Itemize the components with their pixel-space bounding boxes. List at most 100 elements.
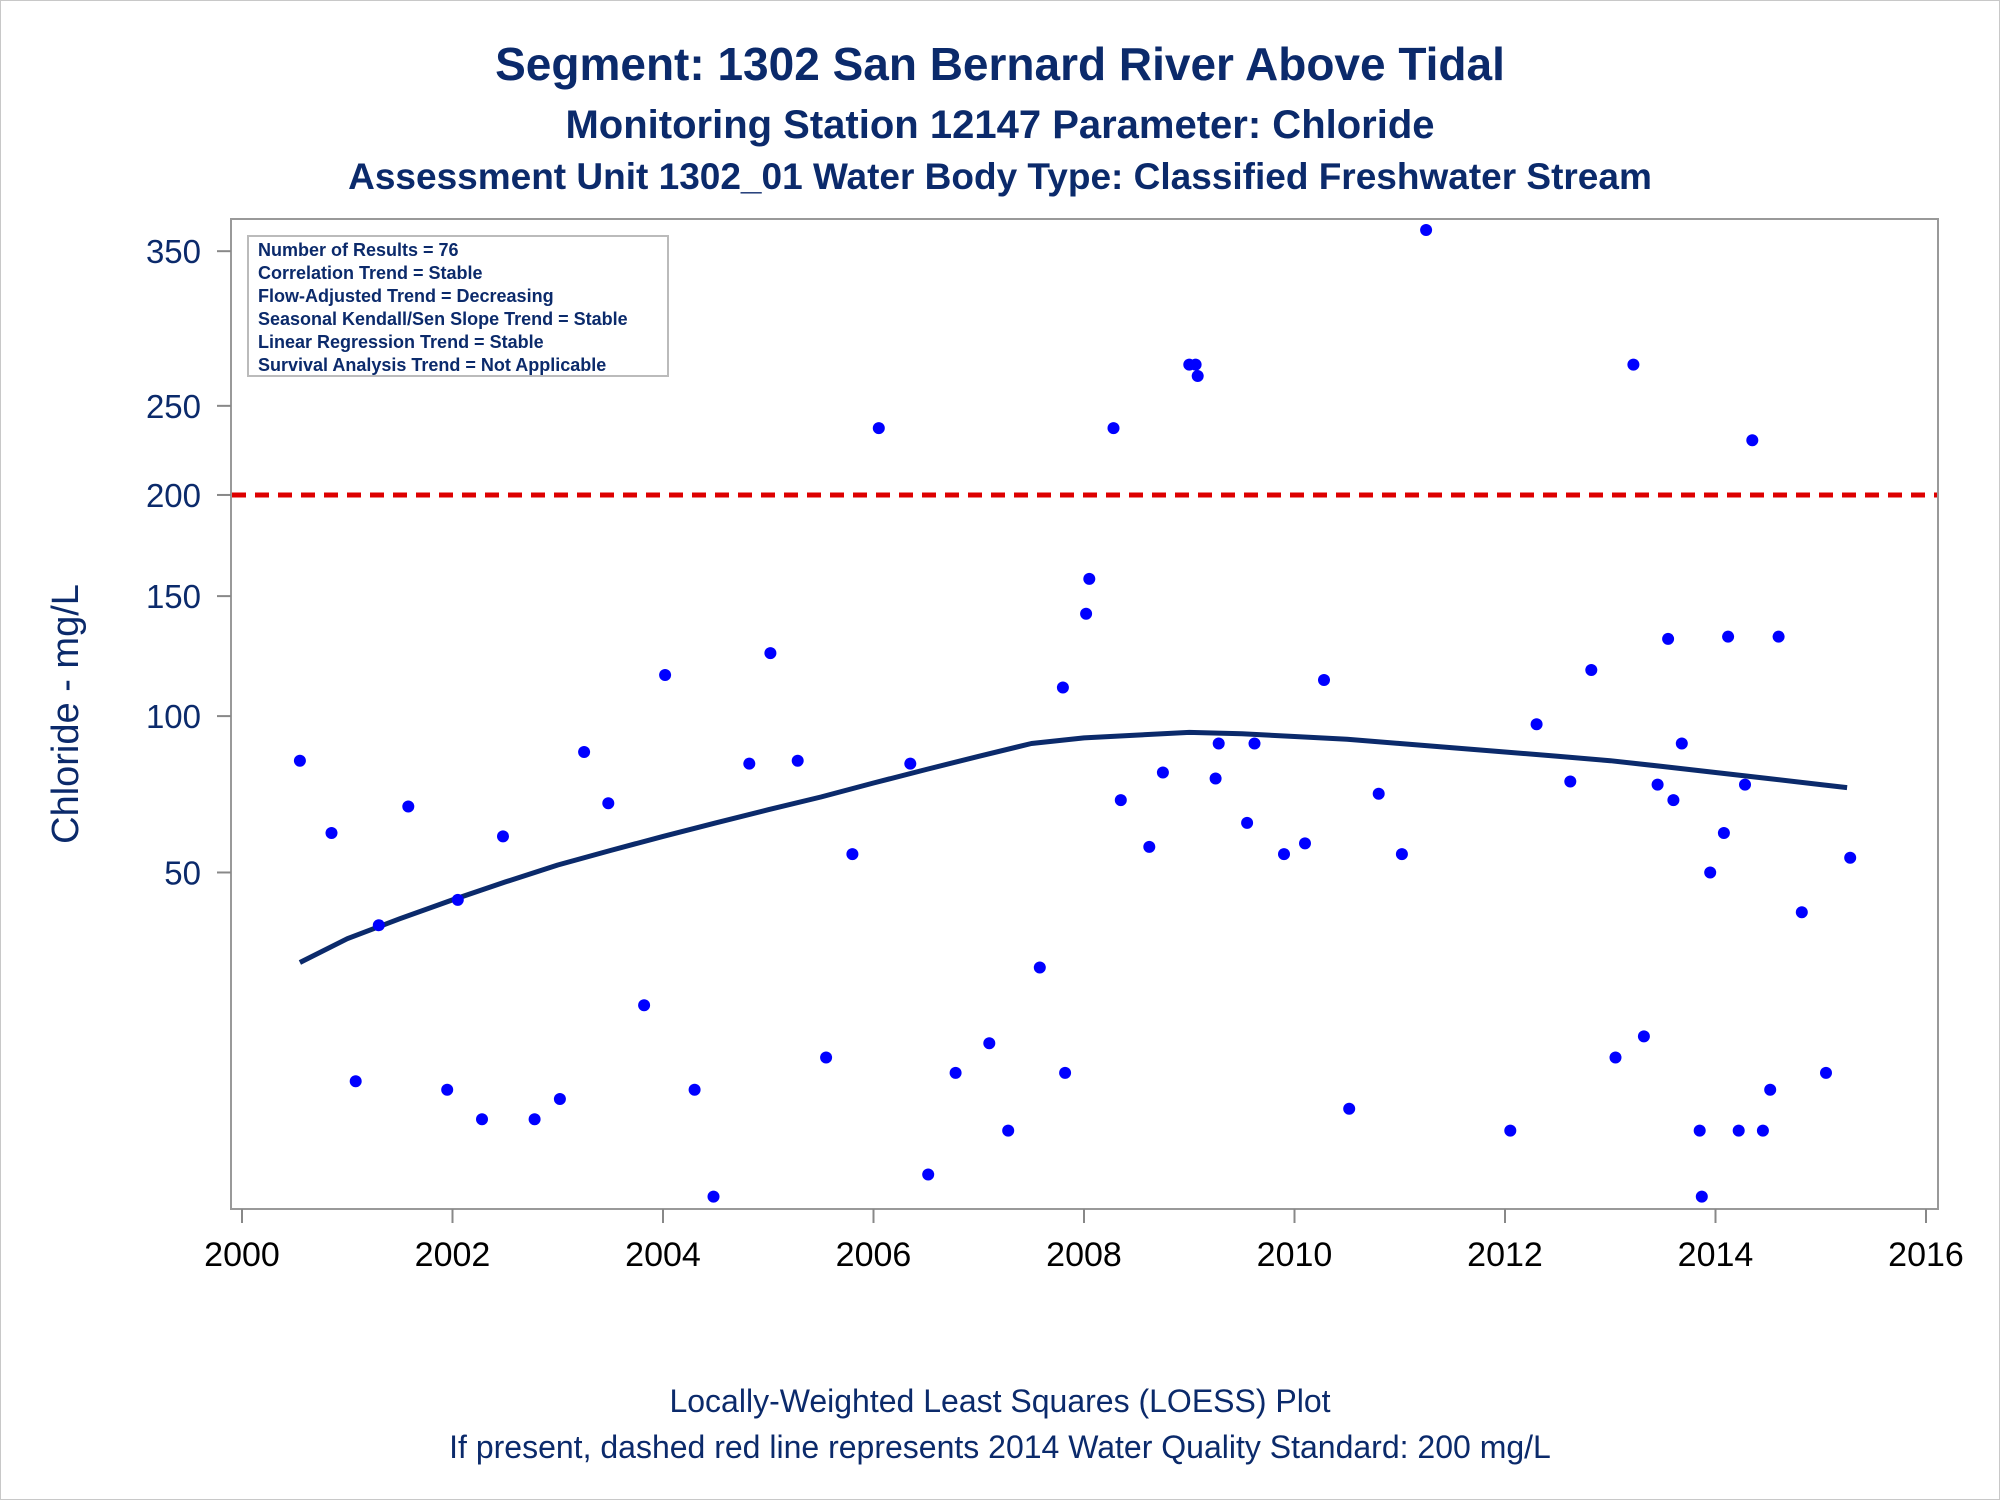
data-point [1189, 358, 1202, 371]
data-point [1820, 1066, 1832, 1079]
data-point [441, 1083, 454, 1096]
data-point [707, 1190, 720, 1203]
data-point [325, 827, 338, 839]
data-points [293, 224, 1857, 1203]
data-point [1299, 837, 1311, 850]
x-tick-label: 2012 [1467, 1236, 1543, 1274]
stats-box: Number of Results = 76 Correlation Trend… [247, 235, 669, 377]
x-tick-label: 2000 [204, 1236, 280, 1274]
data-point [1675, 737, 1688, 750]
data-point [1772, 630, 1785, 643]
stats-survival-analysis-trend: Survival Analysis Trend = Not Applicable [258, 355, 606, 375]
data-point [688, 1083, 701, 1096]
data-point [659, 669, 672, 681]
data-point [1083, 572, 1096, 585]
data-point [1695, 1190, 1708, 1203]
data-point [1372, 787, 1385, 800]
stats-flow-adjusted-trend: Flow-Adjusted Trend = Decreasing [258, 286, 554, 306]
chart-title-segment: Segment: 1302 San Bernard River Above Ti… [495, 38, 1505, 90]
data-point [1156, 766, 1169, 779]
data-point [1637, 1030, 1650, 1043]
data-point [1056, 681, 1069, 694]
data-point [293, 754, 306, 767]
data-point [402, 800, 415, 813]
x-tick-label: 2004 [625, 1236, 701, 1274]
data-point [528, 1113, 541, 1126]
y-tick-label: 100 [146, 698, 201, 735]
data-point [1667, 794, 1680, 807]
data-point [1318, 674, 1330, 686]
data-point [1143, 840, 1156, 853]
y-tick-label: 250 [146, 388, 201, 425]
y-tick-label: 350 [146, 233, 201, 270]
data-point [922, 1168, 935, 1181]
data-point [1209, 772, 1222, 785]
x-tick-label: 2002 [415, 1236, 491, 1274]
stats-number-of-results: Number of Results = 76 [258, 240, 459, 260]
stats-seasonal-kendall-trend: Seasonal Kendall/Sen Slope Trend = Stabl… [258, 309, 628, 329]
chart-title-station: Monitoring Station 12147 Parameter: Chlo… [565, 103, 1434, 147]
data-point [1080, 607, 1093, 620]
data-point [1739, 778, 1751, 791]
y-tick-label: 200 [146, 477, 201, 514]
data-point [349, 1075, 362, 1088]
footnote-standard: If present, dashed red line represents 2… [449, 1429, 1551, 1465]
y-tick-label: 50 [164, 854, 201, 891]
x-tick-label: 2014 [1678, 1236, 1754, 1274]
data-point [372, 919, 385, 932]
data-point [1059, 1066, 1072, 1079]
data-point [1746, 434, 1759, 447]
data-point [1002, 1124, 1015, 1137]
data-point [1504, 1124, 1517, 1137]
y-axis: 50 100 150 200 250 350 [146, 233, 231, 891]
data-point [1844, 851, 1857, 864]
data-point [791, 754, 804, 767]
data-point [451, 893, 464, 906]
data-point [1107, 422, 1120, 435]
data-point [904, 757, 917, 770]
y-axis-label: Chloride - mg/L [45, 584, 87, 844]
data-point [497, 830, 509, 843]
x-tick-label: 2006 [836, 1236, 912, 1274]
data-point [476, 1113, 488, 1126]
stats-correlation-trend: Correlation Trend = Stable [258, 263, 483, 283]
data-point [1343, 1102, 1356, 1115]
data-point [1717, 827, 1730, 839]
data-point [983, 1037, 996, 1050]
data-point [1278, 848, 1290, 861]
data-point [743, 757, 756, 770]
data-point [1585, 664, 1598, 676]
x-tick-label: 2016 [1888, 1236, 1964, 1274]
data-point [578, 746, 591, 758]
data-point [1756, 1124, 1769, 1137]
data-point [1764, 1083, 1777, 1096]
footnote-loess: Locally-Weighted Least Squares (LOESS) P… [669, 1383, 1330, 1419]
data-point [1651, 778, 1664, 791]
data-point [553, 1093, 566, 1105]
data-point [1395, 848, 1408, 861]
data-point [1212, 737, 1225, 750]
data-point [872, 422, 885, 435]
data-point [1795, 906, 1808, 919]
data-point [1033, 961, 1046, 974]
data-point [1662, 632, 1675, 645]
data-point [1609, 1051, 1622, 1064]
loess-trend-line [298, 729, 1848, 965]
stats-linear-regression-trend: Linear Regression Trend = Stable [258, 332, 544, 352]
data-point [1722, 630, 1735, 643]
data-point [1732, 1124, 1745, 1137]
data-point [638, 999, 651, 1012]
data-point [1564, 775, 1577, 788]
x-axis: 2000 2002 2004 2006 2008 2010 2012 2014 2016 [204, 1209, 1964, 1274]
data-point [1530, 718, 1543, 731]
data-point [1241, 816, 1254, 829]
data-point [1114, 794, 1127, 807]
data-point [1420, 224, 1433, 236]
data-point [846, 848, 859, 861]
chart-title-assessment-unit: Assessment Unit 1302_01 Water Body Type:… [348, 156, 1652, 197]
stats-box-border [247, 235, 669, 377]
data-point [1704, 866, 1717, 879]
data-point [1627, 358, 1640, 371]
data-point [949, 1066, 962, 1079]
